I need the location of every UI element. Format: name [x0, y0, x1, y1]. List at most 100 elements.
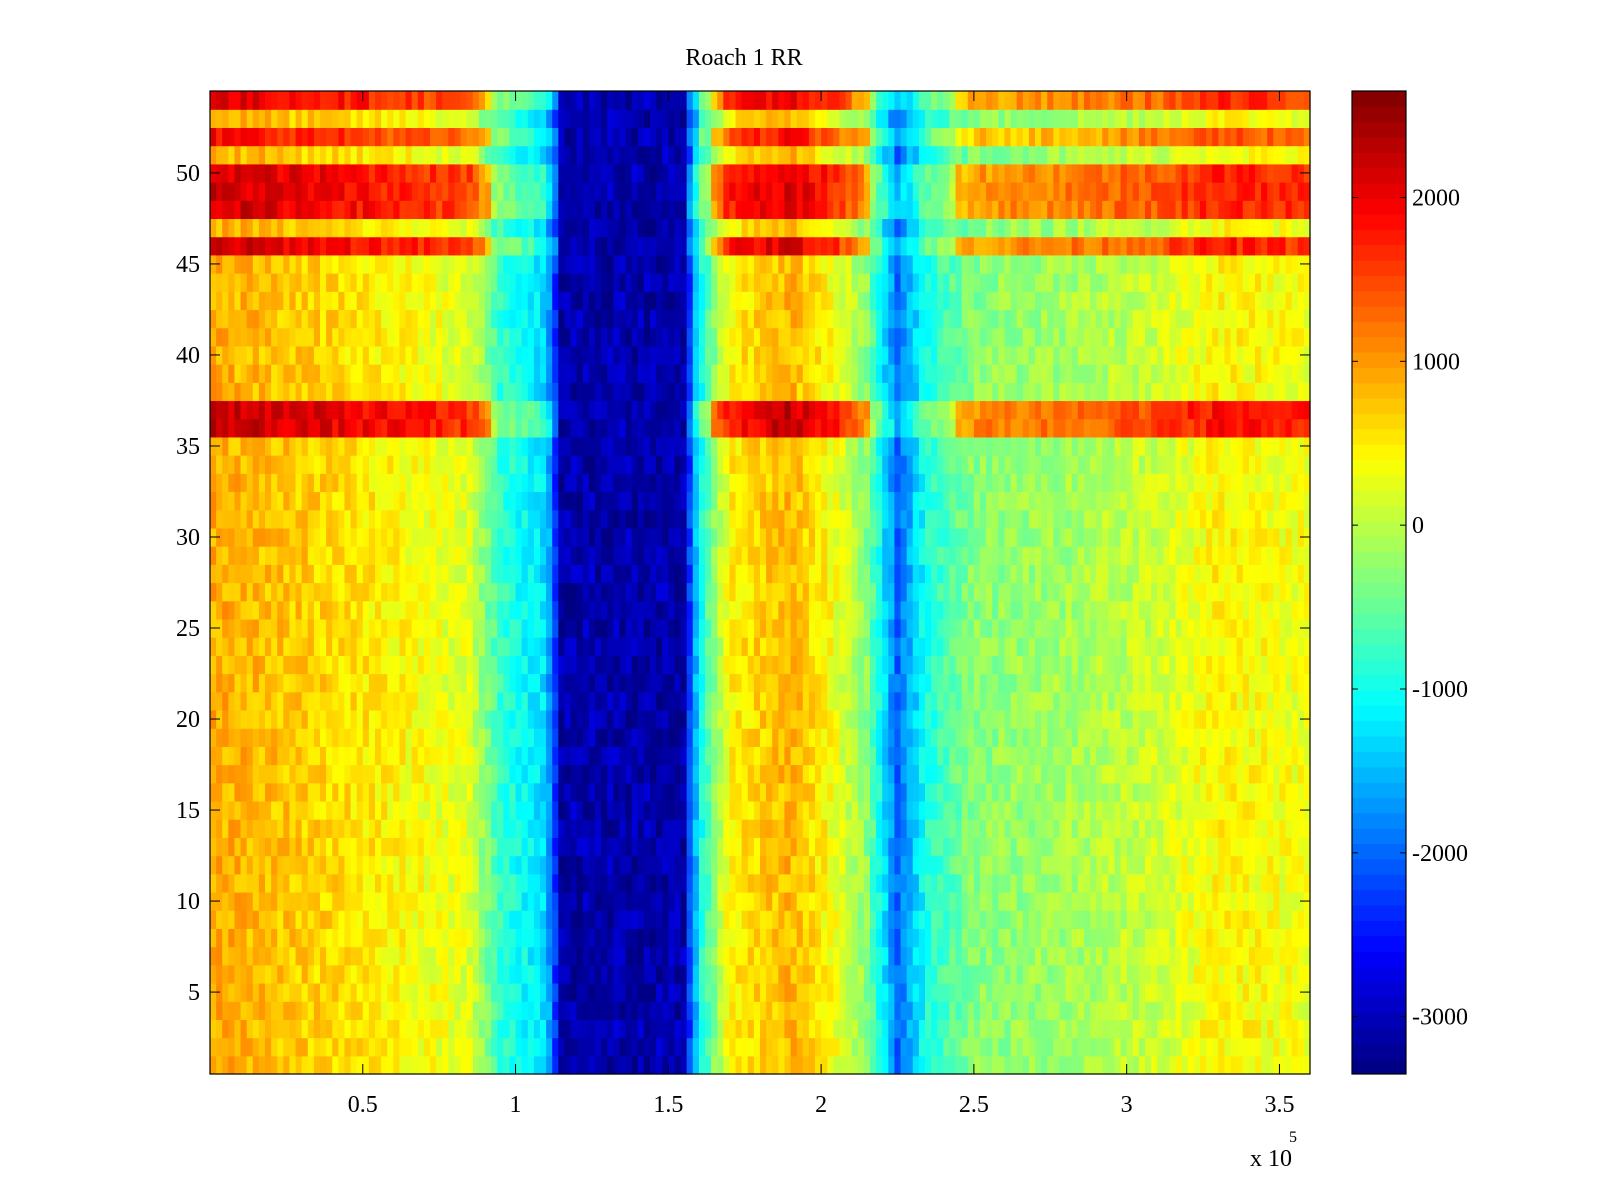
- heatmap-cell: [937, 564, 944, 584]
- heatmap-cell: [1206, 637, 1213, 656]
- heatmap-cell: [796, 928, 804, 948]
- heatmap-cell: [784, 1001, 792, 1020]
- heatmap-cell: [515, 728, 523, 747]
- heatmap-cell: [381, 673, 388, 693]
- heatmap-cell: [1077, 910, 1085, 929]
- heatmap-cell: [1102, 600, 1109, 620]
- heatmap-cell: [503, 691, 511, 711]
- heatmap-cell: [619, 873, 627, 893]
- heatmap-cell: [430, 928, 437, 948]
- heatmap-cell: [222, 782, 229, 802]
- heatmap-cell: [1163, 964, 1171, 984]
- heatmap-cell: [338, 837, 346, 857]
- heatmap-cell: [1297, 1019, 1305, 1039]
- heatmap-cell: [857, 1001, 865, 1020]
- heatmap-cell: [955, 582, 963, 602]
- heatmap-cell: [430, 782, 437, 802]
- heatmap-cell: [815, 764, 822, 784]
- heatmap-cell: [1065, 746, 1073, 766]
- heatmap-cell: [1181, 1037, 1189, 1057]
- heatmap-cell: [222, 709, 229, 729]
- heatmap-cell: [815, 1001, 822, 1020]
- heatmap-cell: [1145, 891, 1152, 911]
- heatmap-cell: [1261, 819, 1268, 838]
- heatmap-cell: [735, 728, 743, 747]
- heatmap-cell: [546, 655, 553, 675]
- heatmap-cell: [1273, 709, 1281, 729]
- heatmap-cell: [1035, 800, 1042, 820]
- heatmap-cell: [1065, 782, 1073, 802]
- heatmap-cell: [937, 637, 944, 656]
- heatmap-cell: [1224, 837, 1232, 857]
- heatmap-cell: [1248, 837, 1256, 857]
- heatmap-cell: [527, 655, 535, 675]
- heatmap-cell: [411, 855, 419, 875]
- heatmap-cell: [973, 728, 981, 747]
- heatmap-cell: [1047, 582, 1054, 602]
- heatmap-cell: [277, 928, 284, 948]
- heatmap-cell: [1145, 582, 1152, 602]
- heatmap-cell: [497, 1001, 504, 1020]
- heatmap-cell: [912, 637, 920, 656]
- heatmap-cell: [833, 837, 841, 857]
- heatmap-cell: [1212, 946, 1219, 966]
- heatmap-cell: [735, 709, 743, 729]
- heatmap-cell: [405, 618, 413, 638]
- heatmap-cell: [515, 837, 523, 857]
- heatmap-cell: [698, 691, 706, 711]
- heatmap-cell: [478, 1001, 486, 1020]
- heatmap-cell: [307, 764, 315, 784]
- heatmap-cell: [1279, 673, 1287, 693]
- heatmap-cell: [1242, 819, 1250, 838]
- heatmap-cell: [313, 964, 321, 984]
- heatmap-cell: [436, 928, 443, 948]
- heatmap-cell: [980, 873, 987, 893]
- heatmap-cell: [588, 764, 596, 784]
- heatmap-cell: [631, 800, 639, 820]
- heatmap-cell: [381, 837, 388, 857]
- heatmap-cell: [1273, 819, 1281, 838]
- heatmap-cell: [894, 618, 902, 638]
- heatmap-cell: [1126, 618, 1134, 638]
- heatmap-cell: [973, 928, 981, 948]
- heatmap-cell: [1285, 1019, 1293, 1039]
- heatmap-cell: [546, 691, 553, 711]
- heatmap-cell: [1157, 600, 1164, 620]
- heatmap-cell: [1016, 800, 1024, 820]
- heatmap-cell: [448, 800, 456, 820]
- heatmap-cell: [894, 1001, 902, 1020]
- heatmap-cell: [1041, 673, 1048, 693]
- heatmap-cell: [839, 600, 847, 620]
- heatmap-cell: [711, 764, 718, 784]
- heatmap-cell: [1053, 800, 1061, 820]
- heatmap-cell: [1138, 782, 1146, 802]
- heatmap-cell: [808, 1001, 816, 1020]
- heatmap-cell: [497, 873, 504, 893]
- heatmap-cell: [815, 946, 822, 966]
- heatmap-cell: [1132, 582, 1140, 602]
- heatmap-cell: [918, 910, 926, 929]
- heatmap-cell: [1102, 782, 1109, 802]
- heatmap-cell: [778, 1055, 786, 1075]
- heatmap-cell: [1035, 709, 1042, 729]
- heatmap-cell: [1028, 691, 1036, 711]
- heatmap-cell: [307, 855, 315, 875]
- heatmap-cell: [1145, 1055, 1152, 1075]
- heatmap-cell: [753, 873, 761, 893]
- heatmap-cell: [1022, 891, 1030, 911]
- heatmap-cell: [1157, 837, 1164, 857]
- heatmap-cell: [1248, 1019, 1256, 1039]
- heatmap-cell: [588, 873, 596, 893]
- heatmap-cell: [375, 618, 382, 638]
- heatmap-cell: [1132, 709, 1140, 729]
- heatmap-cell: [949, 1001, 957, 1020]
- heatmap-cell: [442, 709, 449, 729]
- heatmap-cell: [350, 982, 358, 1002]
- heatmap-cell: [1193, 600, 1201, 620]
- heatmap-cell: [986, 1037, 993, 1057]
- heatmap-cell: [307, 819, 315, 838]
- heatmap-cell: [790, 728, 798, 747]
- heatmap-cell: [1090, 873, 1097, 893]
- heatmap-cell: [210, 873, 217, 893]
- heatmap-cell: [912, 600, 920, 620]
